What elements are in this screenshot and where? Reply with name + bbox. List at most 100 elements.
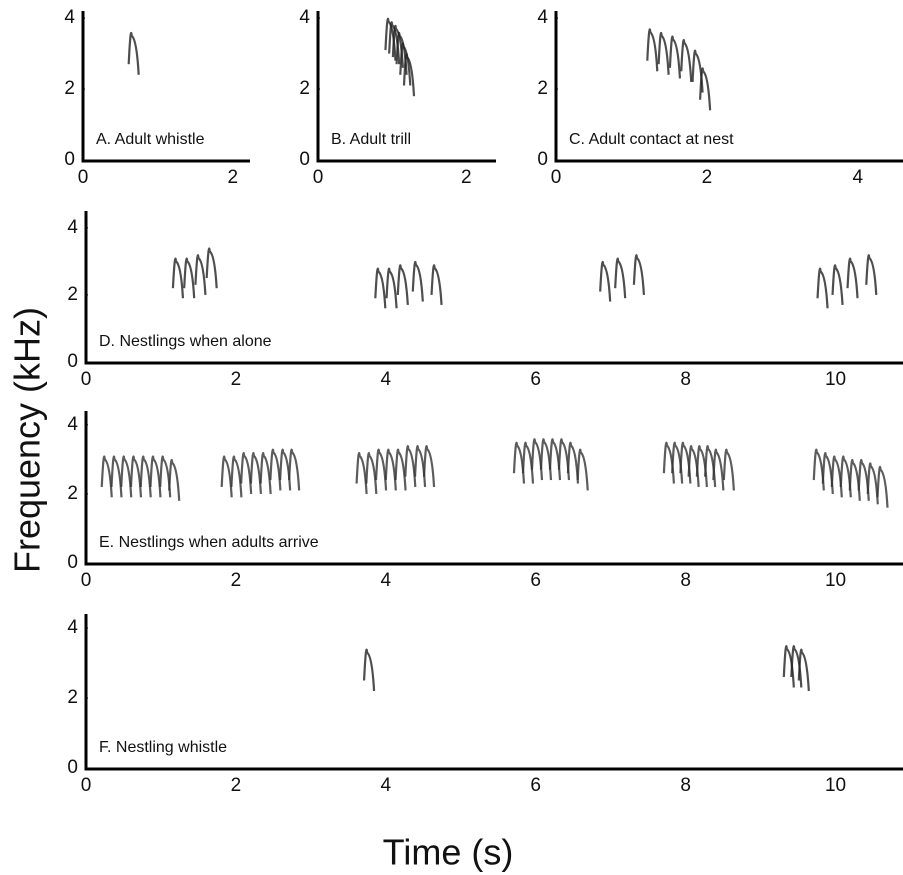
call-syllable xyxy=(812,448,825,491)
x-tick-label: 10 xyxy=(825,775,846,796)
x-tick-label: 2 xyxy=(231,775,242,796)
x-tick-label: 4 xyxy=(852,167,863,188)
y-tick-label: 0 xyxy=(64,149,75,170)
y-tick-label: 2 xyxy=(67,284,78,305)
call-syllable xyxy=(205,247,218,289)
call-syllable xyxy=(566,441,580,484)
call-syllable xyxy=(396,264,409,306)
call-syllable xyxy=(139,455,152,498)
call-syllable xyxy=(599,260,612,302)
call-syllable xyxy=(632,254,646,295)
call-syllable xyxy=(230,455,243,498)
call-syllable xyxy=(422,445,436,488)
y-tick-label: 4 xyxy=(537,7,548,28)
call-syllable xyxy=(385,267,398,309)
call-syllable xyxy=(100,455,113,498)
call-syllable xyxy=(362,648,376,692)
y-tick-label: 0 xyxy=(299,149,310,170)
call-syllable xyxy=(171,257,185,299)
call-syllable xyxy=(159,455,172,498)
call-syllable xyxy=(680,38,693,83)
call-syllable xyxy=(411,260,424,302)
call-syllable xyxy=(127,31,140,75)
call-syllable xyxy=(404,445,417,488)
call-syllable xyxy=(374,267,387,309)
call-syllable xyxy=(288,448,301,491)
x-tick-label: 8 xyxy=(680,369,691,390)
y-tick-label: 4 xyxy=(67,414,78,435)
call-syllable xyxy=(865,254,878,295)
y-tick-label: 0 xyxy=(67,552,78,573)
call-syllable xyxy=(194,254,207,295)
x-tick-label: 10 xyxy=(825,369,846,390)
x-tick-label: 2 xyxy=(231,570,242,591)
y-tick-label: 2 xyxy=(64,78,75,99)
y-tick-label: 2 xyxy=(67,483,78,504)
call-syllable xyxy=(384,448,397,491)
x-tick-label: 8 xyxy=(680,570,691,591)
y-tick-label: 0 xyxy=(67,351,78,372)
y-tick-label: 4 xyxy=(299,7,310,28)
call-syllable xyxy=(831,264,844,306)
call-syllable xyxy=(120,455,133,498)
x-tick-label: 4 xyxy=(381,775,392,796)
call-syllable xyxy=(402,53,416,97)
call-syllable xyxy=(712,448,725,491)
call-syllable xyxy=(240,452,253,494)
x-tick-label: 8 xyxy=(680,775,691,796)
panel-label: B. Adult trill xyxy=(331,131,411,148)
call-syllable xyxy=(374,448,388,491)
x-tick-label: 2 xyxy=(227,167,238,188)
call-syllable xyxy=(876,465,889,508)
x-tick-label: 10 xyxy=(825,570,846,591)
call-syllable xyxy=(183,257,196,299)
call-syllable xyxy=(249,452,262,494)
y-tick-label: 2 xyxy=(67,687,78,708)
call-syllable xyxy=(866,462,879,505)
call-syllable xyxy=(220,455,233,498)
y-tick-label: 0 xyxy=(67,757,78,778)
call-syllable xyxy=(657,31,670,75)
call-syllable xyxy=(394,448,407,491)
panel-label: A. Adult whistle xyxy=(96,131,205,148)
x-tick-label: 4 xyxy=(381,369,392,390)
x-tick-label: 0 xyxy=(81,775,92,796)
panel-label: C. Adult contact at nest xyxy=(569,131,734,148)
call-syllable xyxy=(797,648,810,692)
y-tick-label: 4 xyxy=(64,7,75,28)
x-tick-label: 0 xyxy=(81,369,92,390)
call-syllable xyxy=(149,455,162,498)
call-syllable xyxy=(110,455,123,498)
call-syllable xyxy=(614,257,627,299)
y-tick-label: 4 xyxy=(67,217,78,238)
call-syllable xyxy=(269,448,282,491)
x-axis-title: Time (s) xyxy=(383,832,514,873)
call-syllable xyxy=(365,452,378,494)
x-tick-label: 4 xyxy=(381,570,392,591)
y-tick-label: 2 xyxy=(537,78,548,99)
x-tick-label: 6 xyxy=(530,775,541,796)
y-axis-title: Frequency (kHz) xyxy=(7,307,48,573)
panel-label: E. Nestlings when adults arrive xyxy=(99,534,319,551)
y-tick-label: 0 xyxy=(537,149,548,170)
x-tick-label: 2 xyxy=(702,167,713,188)
call-syllable xyxy=(129,455,143,498)
x-tick-label: 0 xyxy=(78,167,89,188)
call-syllable xyxy=(355,452,368,494)
x-tick-label: 0 xyxy=(551,167,562,188)
call-syllable xyxy=(168,458,181,501)
call-syllable xyxy=(430,264,443,306)
call-syllable xyxy=(576,448,589,491)
x-tick-label: 6 xyxy=(530,369,541,390)
x-tick-label: 0 xyxy=(313,167,324,188)
call-syllable xyxy=(668,35,682,79)
x-tick-label: 6 xyxy=(530,570,541,591)
y-tick-label: 4 xyxy=(67,617,78,638)
call-syllable xyxy=(846,257,859,299)
y-tick-label: 2 xyxy=(299,78,310,99)
call-syllable xyxy=(816,267,829,309)
call-syllable xyxy=(722,448,735,491)
panel-label: F. Nestling whistle xyxy=(99,739,227,756)
x-tick-label: 2 xyxy=(231,369,242,390)
